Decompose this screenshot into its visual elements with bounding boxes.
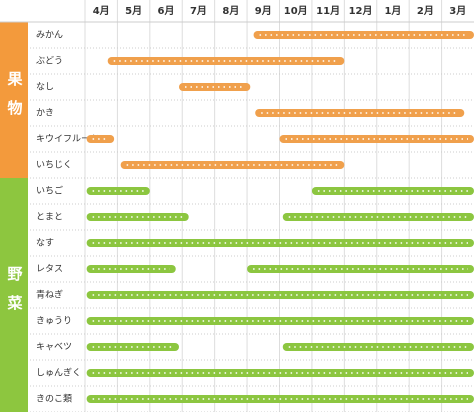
month-label: 4月	[93, 5, 110, 17]
month-label: 5月	[125, 5, 142, 17]
item-name: 青ねぎ	[36, 289, 63, 301]
item-name: なす	[36, 238, 54, 249]
month-label: 9月	[255, 5, 272, 17]
season-bar	[255, 109, 465, 117]
month-label: 6月	[158, 5, 175, 17]
month-label: 2月	[417, 5, 434, 17]
item-name: いちじく	[36, 160, 72, 171]
item-name: きのこ類	[36, 394, 72, 405]
item-name: いちご	[36, 185, 63, 197]
month-label: 10月	[284, 5, 308, 17]
group-band	[0, 22, 28, 178]
item-name: レタス	[36, 264, 63, 275]
month-label: 12月	[349, 5, 373, 17]
season-bar	[311, 187, 474, 195]
group-label: 果物	[6, 71, 24, 129]
group-label: 野菜	[6, 266, 24, 324]
season-bar	[279, 135, 474, 143]
season-bar	[86, 135, 115, 143]
season-bar	[107, 57, 345, 65]
item-name: なし	[36, 82, 54, 93]
season-bar	[253, 31, 474, 39]
season-bar	[86, 187, 150, 195]
month-label: 8月	[222, 5, 239, 17]
item-name: しゅんぎく	[36, 367, 81, 379]
item-name: キウイフルーツ	[36, 134, 99, 145]
season-bar	[86, 343, 180, 351]
month-label: 1月	[384, 5, 401, 17]
item-name: とまと	[36, 212, 63, 223]
season-bar	[247, 265, 474, 273]
month-label: 11月	[316, 5, 340, 17]
item-name: ぶどう	[36, 56, 63, 67]
item-name: かき	[36, 108, 54, 119]
group-band	[0, 178, 28, 412]
month-label: 7月	[190, 5, 207, 17]
item-name: きゅうり	[36, 316, 72, 327]
item-name: みかん	[36, 30, 63, 41]
season-bar	[282, 343, 474, 351]
season-bar	[282, 213, 474, 221]
month-label: 3月	[449, 5, 466, 17]
season-bar	[179, 83, 251, 91]
item-name: キャベツ	[36, 343, 72, 353]
